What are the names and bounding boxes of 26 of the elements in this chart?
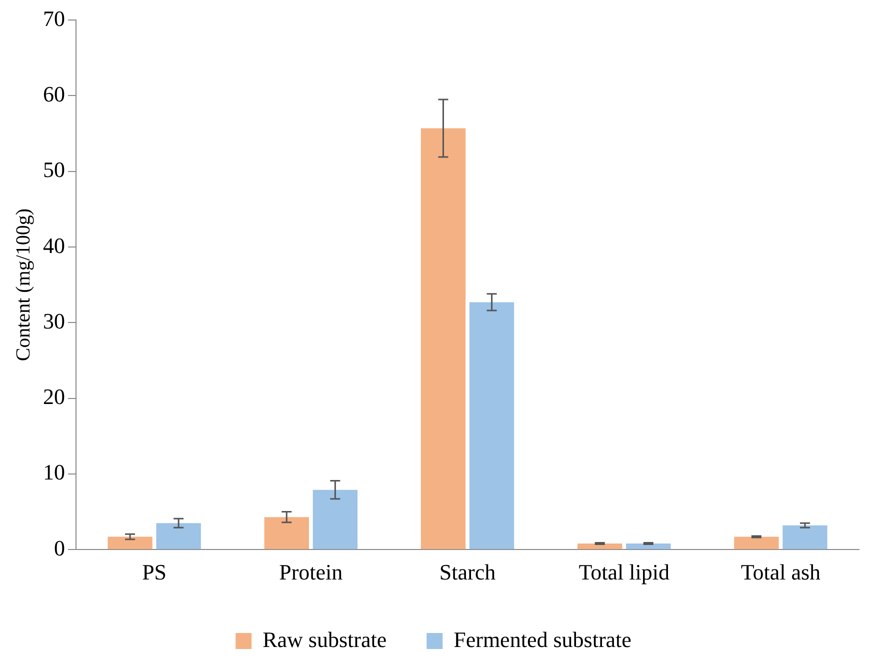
x-tick-label: PS <box>142 560 167 585</box>
bar <box>264 517 309 550</box>
y-tick-label: 30 <box>43 308 65 334</box>
x-tick-label: Starch <box>439 560 496 585</box>
bar <box>626 544 671 550</box>
y-tick-label: 70 <box>43 6 65 31</box>
x-tick-label: Protein <box>279 560 343 585</box>
y-tick-label: 10 <box>43 460 65 485</box>
bar <box>469 302 514 550</box>
y-tick-label: 50 <box>43 157 65 182</box>
y-tick-label: 0 <box>54 535 65 560</box>
x-tick-label: Total lipid <box>578 560 670 585</box>
bar <box>156 523 201 550</box>
bar <box>108 536 152 550</box>
legend-label: Raw substrate <box>262 626 387 652</box>
bar <box>577 544 622 550</box>
bar <box>734 536 779 550</box>
legend-label: Fermented substrate <box>454 626 632 652</box>
y-tick-label: 40 <box>43 232 65 258</box>
bar <box>312 490 358 550</box>
bar <box>782 525 828 550</box>
y-axis-title: Content (mg/100g) <box>12 208 34 362</box>
y-tick-label: 20 <box>43 384 65 410</box>
x-tick-label: Total ash <box>740 560 821 585</box>
bar <box>420 128 466 550</box>
y-tick-label: 60 <box>43 81 65 106</box>
